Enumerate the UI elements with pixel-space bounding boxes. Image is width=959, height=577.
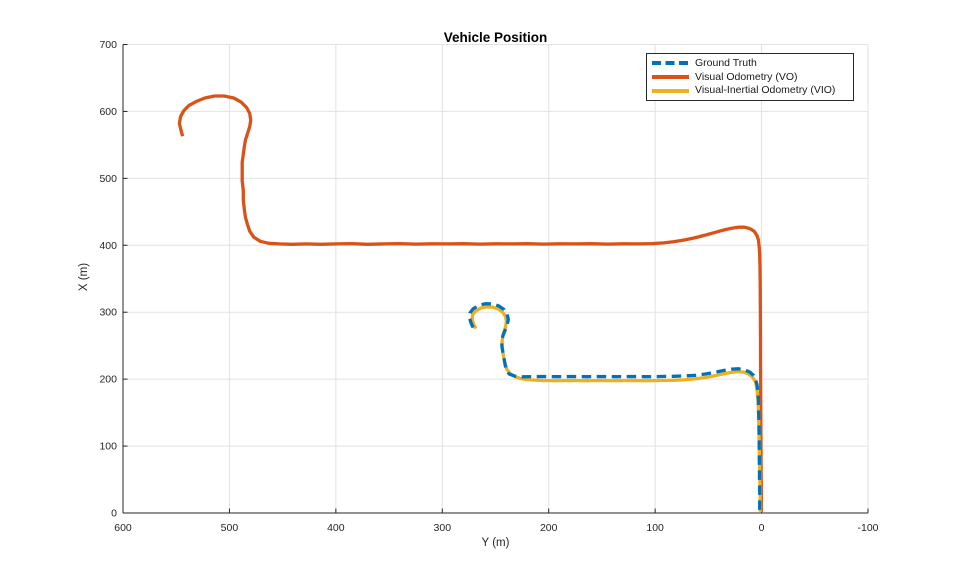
x-tick-label: 100 [646, 522, 664, 534]
chart-title: Vehicle Position [443, 30, 548, 45]
x-tick-label: 600 [114, 522, 132, 534]
x-tick-label: 300 [434, 522, 452, 534]
legend-box: Ground Truth Visual Odometry (VO) Visual… [646, 53, 854, 101]
ground-truth-label: Ground Truth [695, 56, 757, 69]
ground-truth-line-sample [652, 61, 689, 66]
y-tick-label: 200 [99, 374, 117, 386]
x-axis-label: Y (m) [481, 537, 510, 549]
x-tick-label: 500 [221, 522, 239, 534]
legend-item-ground-truth: Ground Truth [647, 57, 853, 70]
y-axis-label: X (m) [78, 262, 90, 292]
y-tick-label: 500 [99, 173, 117, 185]
y-tick-label: 400 [99, 240, 117, 252]
y-tick-label: 600 [99, 106, 117, 118]
visual-odometry-label: Visual Odometry (VO) [695, 70, 798, 83]
x-tick-label: 0 [759, 522, 765, 534]
series-line-ground-truth [467, 302, 762, 511]
series-line-visual-inertial-odometry-vio [470, 305, 762, 512]
visual-odometry-line-sample [652, 75, 689, 79]
visual-inertial-odometry-label: Visual-Inertial Odometry (VIO) [695, 84, 836, 97]
legend-item-visual-odometry: Visual Odometry (VO) [647, 71, 853, 84]
x-tick-label: -100 [857, 522, 878, 534]
y-tick-label: 0 [111, 508, 117, 520]
visual-inertial-odometry-line-sample [652, 89, 689, 93]
y-tick-label: 300 [99, 307, 117, 319]
x-tick-label: 200 [540, 522, 558, 534]
series-line-visual-odometry-vo [177, 94, 763, 512]
y-tick-label: 700 [99, 39, 117, 51]
y-tick-label: 100 [99, 441, 117, 453]
x-tick-label: 400 [327, 522, 345, 534]
legend-item-visual-inertial-odometry: Visual-Inertial Odometry (VIO) [647, 84, 853, 97]
